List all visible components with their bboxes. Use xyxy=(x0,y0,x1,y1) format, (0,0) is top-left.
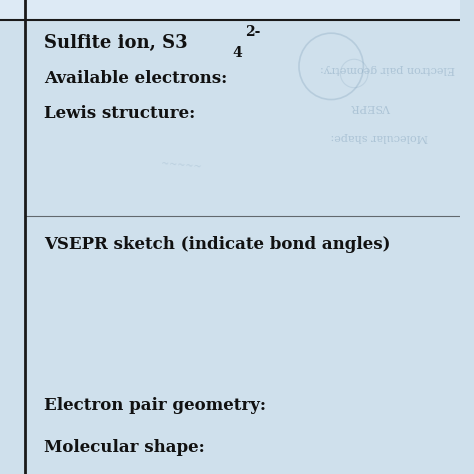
Text: 4: 4 xyxy=(232,46,242,60)
Text: VSEPR sketch (indicate bond angles): VSEPR sketch (indicate bond angles) xyxy=(44,236,390,253)
Text: Sulfite ion, S3: Sulfite ion, S3 xyxy=(44,34,187,52)
Text: Molecular shape:: Molecular shape: xyxy=(44,439,204,456)
Text: Electron pair geometry:: Electron pair geometry: xyxy=(320,64,456,74)
Text: Electron pair geometry:: Electron pair geometry: xyxy=(44,397,266,414)
Text: Molecular shape:: Molecular shape: xyxy=(330,132,428,143)
Text: ~~~~~: ~~~~~ xyxy=(161,159,202,173)
Text: VSEPR: VSEPR xyxy=(351,101,391,112)
Text: Lewis structure:: Lewis structure: xyxy=(44,105,195,122)
Bar xyxy=(0,0,460,20)
Text: Available electrons:: Available electrons: xyxy=(44,70,227,87)
Text: 2-: 2- xyxy=(245,25,260,39)
